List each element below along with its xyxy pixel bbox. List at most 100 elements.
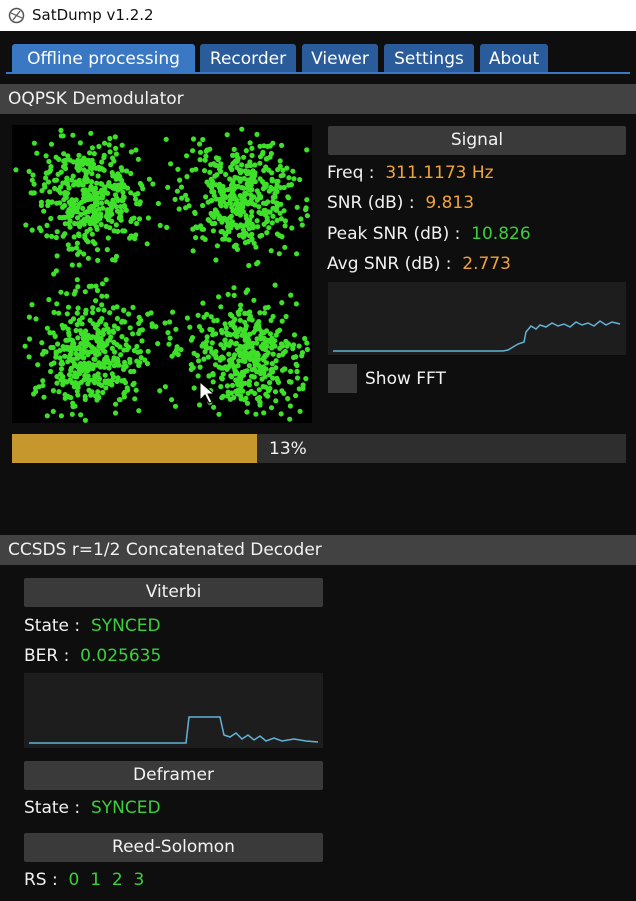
- constellation-point: [231, 364, 237, 371]
- constellation-point: [62, 324, 68, 330]
- constellation-point: [223, 171, 229, 177]
- constellation-point: [296, 343, 302, 349]
- tab[interactable]: Offline processing: [12, 44, 195, 73]
- constellation-point: [276, 251, 282, 257]
- constellation-point: [113, 145, 119, 151]
- constellation-point: [241, 175, 247, 182]
- constellation-point: [291, 176, 297, 182]
- constellation-point: [59, 215, 65, 221]
- constellation-point: [239, 126, 245, 132]
- constellation-point: [297, 408, 303, 414]
- row-label: Freq :: [327, 163, 375, 183]
- constellation-point: [304, 213, 310, 219]
- constellation-point: [123, 168, 130, 174]
- constellation-point: [278, 411, 284, 417]
- constellation-point: [101, 364, 108, 370]
- constellation-point: [70, 173, 76, 179]
- constellation-point: [209, 327, 215, 333]
- constellation-point: [212, 207, 218, 213]
- constellation-point: [232, 324, 238, 330]
- constellation-point: [114, 304, 120, 310]
- constellation-point: [268, 367, 274, 373]
- constellation-point: [264, 230, 270, 236]
- constellation-point: [82, 232, 88, 238]
- reed-solomon-header: Reed-Solomon: [24, 833, 323, 862]
- constellation-point: [218, 304, 224, 310]
- constellation-point: [144, 241, 150, 247]
- constellation-point: [220, 371, 226, 377]
- constellation-point: [68, 365, 74, 371]
- constellation-point: [226, 237, 232, 243]
- constellation-point: [73, 351, 79, 357]
- constellation-point: [131, 215, 137, 221]
- checkbox[interactable]: [328, 364, 357, 393]
- constellation-point: [77, 361, 84, 367]
- constellation-point: [54, 374, 60, 380]
- constellation-point: [236, 358, 242, 364]
- constellation-point: [81, 155, 87, 161]
- constellation-point: [228, 374, 235, 380]
- tab[interactable]: About: [480, 44, 548, 73]
- signal-row: Avg SNR (dB) : 2.773: [327, 254, 511, 274]
- constellation-point: [112, 349, 118, 355]
- constellation-point: [115, 228, 121, 234]
- tab-underline: [6, 72, 630, 74]
- section-header: OQPSK Demodulator: [0, 84, 636, 114]
- constellation-point: [47, 189, 53, 195]
- constellation-point: [51, 309, 57, 315]
- constellation-point: [71, 291, 77, 297]
- checkbox-label[interactable]: Show FFT: [365, 369, 446, 389]
- constellation-point: [241, 352, 247, 358]
- row-label: Avg SNR (dB) :: [327, 254, 452, 274]
- constellation-point: [237, 326, 243, 332]
- constellation-point: [254, 336, 260, 342]
- constellation-point: [205, 199, 211, 205]
- constellation-point: [267, 380, 273, 386]
- constellation-point: [242, 380, 248, 386]
- constellation-point: [249, 213, 255, 219]
- constellation-point: [150, 181, 156, 187]
- constellation-point: [62, 221, 68, 227]
- constellation-point: [60, 382, 66, 388]
- constellation-point: [228, 182, 235, 188]
- constellation-point: [273, 200, 279, 206]
- constellation-point: [298, 216, 304, 222]
- constellation-point: [220, 393, 226, 399]
- constellation-point: [264, 155, 270, 162]
- constellation-point: [107, 225, 113, 231]
- constellation-point: [76, 152, 82, 158]
- constellation-point: [112, 192, 119, 198]
- constellation-point: [211, 318, 217, 324]
- constellation-point: [205, 217, 211, 223]
- constellation-point: [175, 166, 181, 172]
- constellation-point: [121, 347, 127, 353]
- constellation-point: [50, 408, 56, 414]
- constellation-point: [253, 411, 259, 417]
- constellation-point: [272, 389, 279, 395]
- tab[interactable]: Viewer: [302, 44, 378, 73]
- tab[interactable]: Settings: [384, 44, 474, 73]
- constellation-point: [133, 196, 139, 202]
- constellation-point: [103, 354, 110, 360]
- constellation-point: [172, 196, 178, 202]
- constellation-point: [124, 385, 130, 391]
- constellation-point: [279, 318, 285, 324]
- constellation-point: [238, 168, 244, 174]
- constellation-point: [263, 360, 270, 366]
- tab[interactable]: Recorder: [200, 44, 296, 73]
- constellation-point: [227, 198, 233, 204]
- constellation-point: [183, 205, 189, 211]
- constellation-point: [303, 376, 309, 382]
- constellation-point: [57, 190, 64, 196]
- constellation-point: [244, 409, 250, 415]
- constellation-point: [196, 324, 203, 330]
- constellation-point: [277, 163, 283, 169]
- constellation-point: [75, 167, 82, 173]
- snr-line: [333, 320, 621, 352]
- constellation-point: [278, 341, 285, 347]
- constellation-point: [119, 177, 125, 184]
- constellation-point: [82, 393, 88, 400]
- constellation-point: [214, 243, 220, 249]
- constellation-point: [145, 348, 151, 354]
- constellation-point: [173, 347, 179, 353]
